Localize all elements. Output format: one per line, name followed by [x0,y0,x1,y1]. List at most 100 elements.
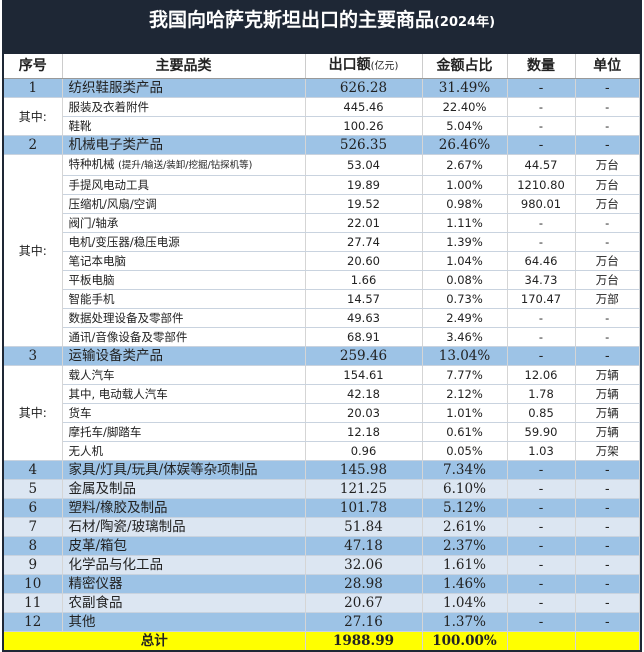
header-share: 金额占比 [422,54,508,79]
quantity-value: 1.03 [507,441,576,461]
share-value: 2.37% [422,536,508,556]
unit-value: 万架 [575,441,640,461]
unit-value: 万部 [575,289,640,309]
share-value: 0.08% [422,270,508,290]
share-value: 26.46% [422,135,508,155]
quantity-value: 170.47 [507,289,576,309]
category-row: 10 精密仪器 28.98 1.46% - - [4,574,640,594]
quantity-value: - [507,97,576,117]
export-value: 27.16 [305,612,423,632]
exports-table: 序号 主要品类 出口额(亿元) 金额占比 数量 单位 1 纺织鞋服类产品 626.2… [4,54,640,650]
subcategory-name: 手提风电动工具 [62,175,306,195]
category-row: 4 家具/灯具/玩具/体娱等杂项制品 145.98 7.34% - - [4,460,640,480]
quantity-value: - [507,479,576,499]
row-number: 3 [4,346,63,366]
of-which-label: 其中: [4,154,63,347]
unit-value: - [575,498,640,518]
subcategory-row: 智能手机 14.57 0.73% 170.47 万部 [4,289,640,309]
category-name: 金属及制品 [62,479,306,499]
unit-value: 万台 [575,194,640,214]
row-number: 8 [4,536,63,556]
export-value: 32.06 [305,555,423,575]
share-value: 1.00% [422,175,508,195]
total-share: 100.00% [422,631,508,650]
quantity-value: - [507,536,576,556]
unit-value: 万台 [575,251,640,271]
share-value: 2.61% [422,517,508,537]
share-value: 1.39% [422,232,508,252]
export-value: 14.57 [305,289,423,309]
export-value: 19.52 [305,194,423,214]
category-row: 9 化学品与化工品 32.06 1.61% - - [4,555,640,575]
unit-value: - [575,460,640,480]
unit-value: - [575,213,640,233]
share-value: 7.34% [422,460,508,480]
subcategory-row: 其中: 服装及衣着附件 445.46 22.40% - - [4,97,640,136]
subcategory-row: 通讯/音像设备及零部件 68.91 3.46% - - [4,327,640,347]
row-number: 9 [4,555,63,575]
subcategory-name: 电机/变压器/稳压电源 [62,232,306,252]
unit-value: - [575,97,640,117]
subcategory-name: 货车 [62,403,306,423]
unit-value: 万辆 [575,365,640,385]
quantity-value: - [507,78,576,98]
export-value: 19.89 [305,175,423,195]
export-value: 27.74 [305,232,423,252]
share-value: 1.37% [422,612,508,632]
quantity-value: - [507,498,576,518]
subcategory-row: 无人机 0.96 0.05% 1.03 万架 [4,441,640,461]
quantity-value: - [507,213,576,233]
subcategory-name: 阀门/轴承 [62,213,306,233]
unit-value: 万辆 [575,422,640,442]
category-row: 3 运输设备类产品 259.46 13.04% - - [4,346,640,366]
unit-value: - [575,308,640,328]
subcategory-name: 摩托车/脚踏车 [62,422,306,442]
quantity-value: 64.46 [507,251,576,271]
subcategory-name: 鞋靴 [62,116,306,136]
unit-value: 万台 [575,175,640,195]
export-value: 51.84 [305,517,423,537]
share-value: 0.73% [422,289,508,309]
subcategory-row: 手提风电动工具 19.89 1.00% 1210.80 万台 [4,175,640,195]
quantity-value: 12.06 [507,365,576,385]
unit-value: - [575,135,640,155]
export-value: 101.78 [305,498,423,518]
share-value: 2.67% [422,154,508,176]
share-value: 6.10% [422,479,508,499]
category-row: 1 纺织鞋服类产品 626.28 31.49% - - [4,78,640,98]
category-row: 2 机械电子类产品 526.35 26.46% - - [4,135,640,155]
subcategory-row: 笔记本电脑 20.60 1.04% 64.46 万台 [4,251,640,271]
unit-value: - [575,517,640,537]
row-number: 2 [4,135,63,155]
quantity-value: 980.01 [507,194,576,214]
export-value: 42.18 [305,384,423,404]
category-name: 农副食品 [62,593,306,613]
total-label: 总计 [4,631,306,650]
unit-value: 万台 [575,154,640,176]
row-number: 7 [4,517,63,537]
export-value: 445.46 [305,97,423,117]
quantity-value: 1210.80 [507,175,576,195]
row-number: 10 [4,574,63,594]
subcategory-name: 智能手机 [62,289,306,309]
quantity-value: - [507,612,576,632]
quantity-value: 0.85 [507,403,576,423]
subcategory-name: 载人汽车 [62,365,306,385]
row-number: 5 [4,479,63,499]
category-name: 石材/陶瓷/玻璃制品 [62,517,306,537]
subcategory-name: 服装及衣着附件 [62,97,306,117]
category-name: 家具/灯具/玩具/体娱等杂项制品 [62,460,306,480]
export-value: 121.25 [305,479,423,499]
unit-value: - [575,479,640,499]
unit-value: - [575,536,640,556]
share-value: 13.04% [422,346,508,366]
subcategory-row: 阀门/轴承 22.01 1.11% - - [4,213,640,233]
share-value: 22.40% [422,97,508,117]
export-value: 154.61 [305,365,423,385]
export-value: 0.96 [305,441,423,461]
share-value: 0.61% [422,422,508,442]
export-value: 22.01 [305,213,423,233]
share-value: 1.46% [422,574,508,594]
subcategory-row: 电机/变压器/稳压电源 27.74 1.39% - - [4,232,640,252]
